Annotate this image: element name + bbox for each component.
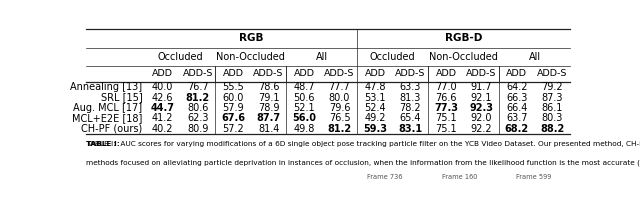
Text: 63.7: 63.7 [506, 114, 527, 123]
Text: RGB: RGB [239, 33, 263, 43]
Text: 42.6: 42.6 [152, 92, 173, 103]
Text: 92.3: 92.3 [469, 103, 493, 113]
Text: 79.6: 79.6 [329, 103, 350, 113]
Text: 77.7: 77.7 [329, 82, 351, 92]
Text: TABLE I:  AUC scores for varying modifications of a 6D single object pose tracki: TABLE I: AUC scores for varying modifica… [86, 141, 640, 147]
Text: 53.1: 53.1 [364, 92, 386, 103]
Text: 91.7: 91.7 [470, 82, 492, 92]
Text: 67.6: 67.6 [221, 114, 245, 123]
Text: 83.1: 83.1 [398, 124, 422, 134]
Text: Frame 736: Frame 736 [367, 174, 403, 180]
Text: 76.6: 76.6 [435, 92, 457, 103]
Text: 92.2: 92.2 [470, 124, 492, 134]
Text: 49.2: 49.2 [364, 114, 386, 123]
Text: ADD-S: ADD-S [253, 69, 284, 78]
Text: All: All [316, 52, 328, 62]
Text: 63.3: 63.3 [400, 82, 421, 92]
Text: 78.9: 78.9 [258, 103, 279, 113]
Text: Non-Occluded: Non-Occluded [429, 52, 498, 62]
Text: 40.0: 40.0 [152, 82, 173, 92]
Text: 57.9: 57.9 [222, 103, 244, 113]
Text: CH-PF (ours): CH-PF (ours) [81, 124, 143, 134]
Text: 92.1: 92.1 [470, 92, 492, 103]
Text: Aug. MCL [17]: Aug. MCL [17] [74, 103, 143, 113]
Text: ADD-S: ADD-S [324, 69, 355, 78]
Text: ADD-S: ADD-S [537, 69, 568, 78]
Text: 79.1: 79.1 [258, 92, 279, 103]
Text: 80.6: 80.6 [187, 103, 209, 113]
Text: ADD: ADD [223, 69, 244, 78]
Text: 68.2: 68.2 [505, 124, 529, 134]
Text: Annealing [13]: Annealing [13] [70, 82, 143, 92]
Text: Frame 599: Frame 599 [516, 174, 552, 180]
Text: 77.3: 77.3 [434, 103, 458, 113]
Text: RGB-D: RGB-D [445, 33, 483, 43]
Text: 64.2: 64.2 [506, 82, 527, 92]
Text: 62.3: 62.3 [187, 114, 209, 123]
Text: 48.7: 48.7 [293, 82, 315, 92]
Text: 66.4: 66.4 [506, 103, 527, 113]
Text: 81.4: 81.4 [258, 124, 279, 134]
Text: 79.2: 79.2 [541, 82, 563, 92]
Text: 50.6: 50.6 [293, 92, 315, 103]
Text: ADD-S: ADD-S [466, 69, 497, 78]
Text: ADD-S: ADD-S [396, 69, 426, 78]
Text: 75.1: 75.1 [435, 114, 457, 123]
Text: 49.8: 49.8 [293, 124, 315, 134]
Text: 81.3: 81.3 [400, 92, 421, 103]
Text: 56.0: 56.0 [292, 114, 316, 123]
Text: All: All [529, 52, 541, 62]
Text: Frame 160: Frame 160 [442, 174, 477, 180]
Text: 80.9: 80.9 [187, 124, 209, 134]
Text: 80.0: 80.0 [329, 92, 350, 103]
Text: 76.5: 76.5 [329, 114, 350, 123]
Text: 44.7: 44.7 [150, 103, 174, 113]
Text: 65.4: 65.4 [400, 114, 421, 123]
Text: 66.3: 66.3 [506, 92, 527, 103]
Text: 86.1: 86.1 [541, 103, 563, 113]
Text: 92.0: 92.0 [470, 114, 492, 123]
Text: MCL+E2E [18]: MCL+E2E [18] [72, 114, 143, 123]
Text: methods focused on alleviating particle deprivation in instances of occlusion, w: methods focused on alleviating particle … [86, 159, 640, 166]
Text: Occluded: Occluded [370, 52, 415, 62]
Text: ADD-S: ADD-S [182, 69, 213, 78]
Text: 77.0: 77.0 [435, 82, 457, 92]
Text: 59.3: 59.3 [363, 124, 387, 134]
Text: 81.2: 81.2 [186, 92, 210, 103]
Text: 87.7: 87.7 [257, 114, 281, 123]
Text: ADD: ADD [294, 69, 315, 78]
Text: ADD: ADD [365, 69, 385, 78]
Text: 81.2: 81.2 [328, 124, 351, 134]
Text: ADD: ADD [506, 69, 527, 78]
Text: 52.1: 52.1 [293, 103, 315, 113]
Text: 88.2: 88.2 [540, 124, 564, 134]
Text: 52.4: 52.4 [364, 103, 386, 113]
Text: 47.8: 47.8 [364, 82, 386, 92]
Text: 55.5: 55.5 [222, 82, 244, 92]
Text: 87.3: 87.3 [541, 92, 563, 103]
Text: 76.7: 76.7 [187, 82, 209, 92]
Text: 80.3: 80.3 [541, 114, 563, 123]
Text: SRL [15]: SRL [15] [100, 92, 143, 103]
Text: TABLE I:: TABLE I: [86, 141, 120, 147]
Text: 60.0: 60.0 [223, 92, 244, 103]
Text: 78.2: 78.2 [399, 103, 421, 113]
Text: 75.1: 75.1 [435, 124, 457, 134]
Text: Non-Occluded: Non-Occluded [216, 52, 285, 62]
Text: ADD: ADD [152, 69, 173, 78]
Text: ADD: ADD [435, 69, 456, 78]
Text: Occluded: Occluded [157, 52, 203, 62]
Text: 78.6: 78.6 [258, 82, 279, 92]
Text: 57.2: 57.2 [222, 124, 244, 134]
Text: 41.2: 41.2 [152, 114, 173, 123]
Text: 40.2: 40.2 [152, 124, 173, 134]
